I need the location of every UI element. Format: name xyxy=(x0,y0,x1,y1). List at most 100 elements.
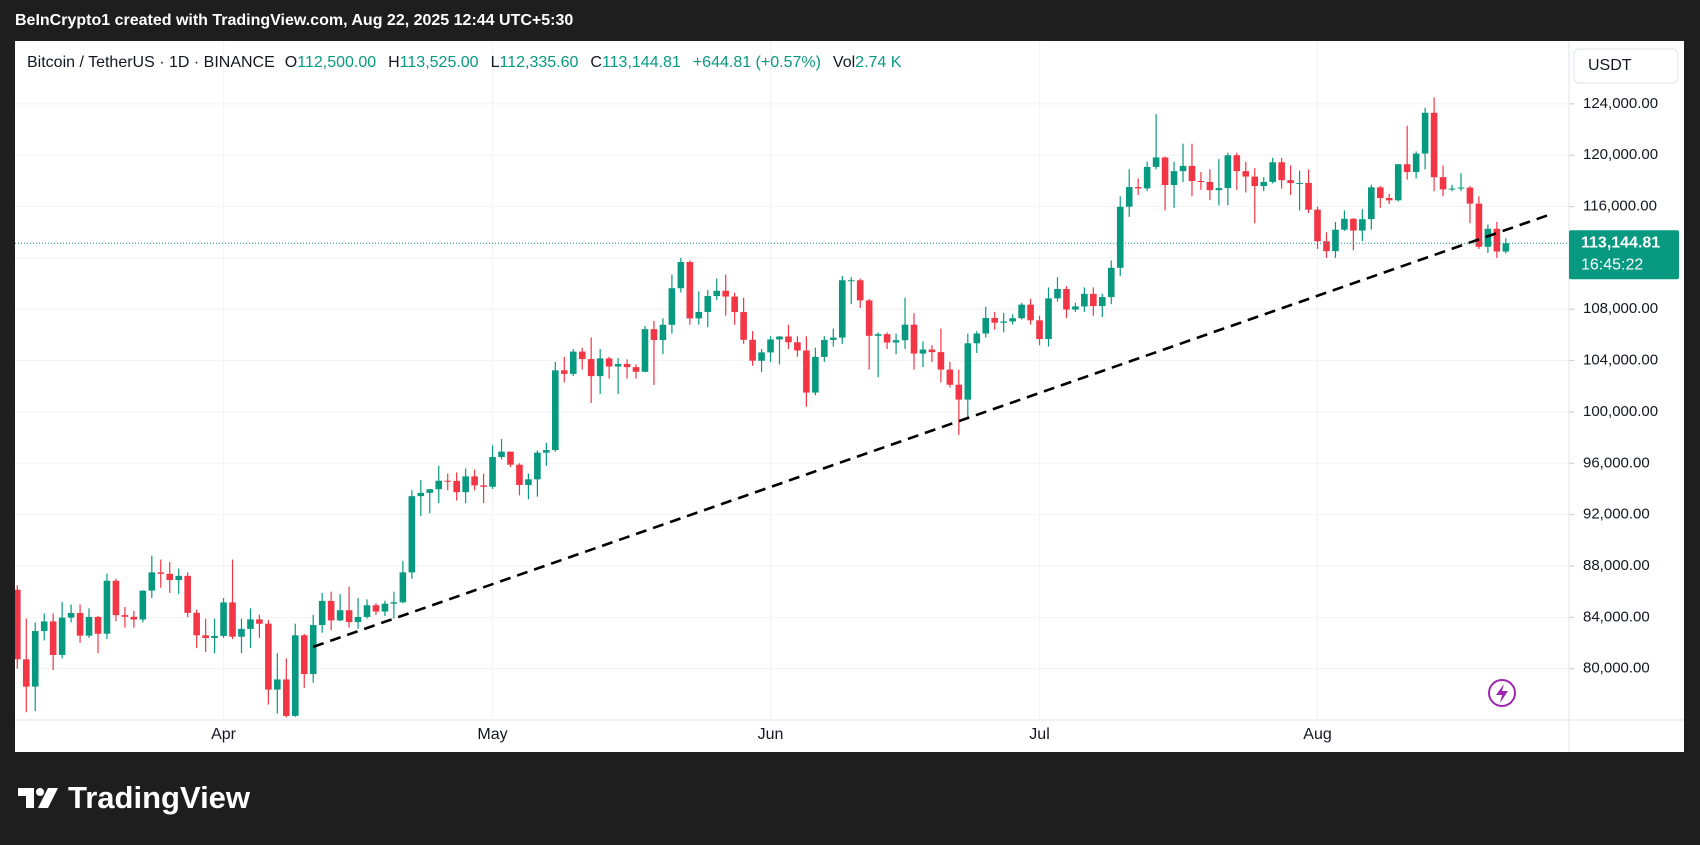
candle-body xyxy=(1143,166,1151,189)
candle-body xyxy=(85,616,93,636)
candle-body xyxy=(139,590,147,620)
candle-body xyxy=(1269,162,1276,182)
candle-body xyxy=(49,621,57,655)
candle-body xyxy=(1000,321,1007,323)
field-key: H xyxy=(388,54,400,71)
candle-body xyxy=(274,679,281,690)
candle-body xyxy=(964,343,972,400)
candle-body xyxy=(238,628,245,637)
candle-body xyxy=(1421,112,1429,154)
candle-body xyxy=(157,572,165,574)
candle-body xyxy=(937,352,945,370)
candle-body xyxy=(946,369,954,385)
candle-body xyxy=(758,352,765,361)
candle-body xyxy=(1027,304,1034,321)
candle-body xyxy=(740,312,747,340)
candle-body xyxy=(1134,187,1142,189)
candle-body xyxy=(1188,165,1196,182)
brand-logo xyxy=(18,788,58,808)
grid xyxy=(15,41,1569,720)
candle-body xyxy=(1197,181,1205,183)
candle-body xyxy=(623,363,631,368)
candle-body xyxy=(22,659,30,687)
candle-body xyxy=(381,603,389,612)
currency-button[interactable] xyxy=(1573,48,1679,84)
candle-body xyxy=(426,489,434,493)
y-tick-label: 80,000.00 xyxy=(1583,660,1650,677)
field-value: 113,144.81 xyxy=(601,54,681,71)
candle-body xyxy=(1376,187,1384,198)
x-tick-label: Apr xyxy=(211,726,237,743)
candle-body xyxy=(919,349,927,354)
candle-body xyxy=(1394,164,1402,201)
candle-body xyxy=(444,480,452,482)
candle-body xyxy=(552,370,559,451)
candle-body xyxy=(776,336,783,340)
candle-body xyxy=(130,616,138,620)
candle-body xyxy=(677,262,685,289)
candle-body xyxy=(1350,218,1357,231)
candle-body xyxy=(1430,112,1438,178)
y-tick-label: 108,000.00 xyxy=(1583,300,1658,317)
alert-icon[interactable] xyxy=(1488,679,1516,707)
candle-body xyxy=(1251,176,1259,187)
candle-body xyxy=(363,605,371,617)
field-key: L xyxy=(490,54,500,71)
y-tick-label: 88,000.00 xyxy=(1583,557,1650,574)
candle-body xyxy=(1081,293,1088,307)
countdown-label: 16:45:22 xyxy=(1581,256,1643,273)
candle-body xyxy=(408,496,416,573)
vol-key: Vol xyxy=(832,54,856,71)
candle-body xyxy=(596,358,604,377)
candle-body xyxy=(193,612,200,636)
symbol: Bitcoin / TetherUS · 1D · BINANCE xyxy=(27,54,275,71)
y-tick-label: 84,000.00 xyxy=(1583,608,1650,625)
candle-body xyxy=(1072,306,1079,310)
field-value: 112,500.00 xyxy=(297,54,377,71)
candle-body xyxy=(399,572,407,603)
candle-body xyxy=(910,324,918,354)
candle-body xyxy=(695,311,703,319)
candle-body xyxy=(1063,288,1070,310)
candle-body xyxy=(659,324,667,341)
y-tick-label: 124,000.00 xyxy=(1583,95,1658,112)
change: +644.81 (+0.57%) xyxy=(692,54,821,71)
brand-name: TradingView xyxy=(68,780,251,815)
y-tick-label: 96,000.00 xyxy=(1583,454,1650,471)
candle-body xyxy=(892,340,900,343)
candle-body xyxy=(560,370,568,374)
candle-body xyxy=(713,290,721,297)
candle-body xyxy=(928,349,936,353)
candle-body xyxy=(31,631,39,687)
candle-body xyxy=(471,476,478,486)
x-tick-label: Jul xyxy=(1029,726,1049,743)
candle-body xyxy=(1260,181,1268,187)
x-tick-label: Jun xyxy=(758,726,784,743)
candle-body xyxy=(525,479,532,485)
candle-body xyxy=(498,451,505,457)
candle-body xyxy=(1116,206,1124,268)
x-tick-label: May xyxy=(477,726,507,743)
candle-body xyxy=(668,288,676,325)
candle-body xyxy=(1099,297,1106,307)
candle-body xyxy=(1368,187,1375,220)
candle-body xyxy=(489,456,496,487)
candle-body xyxy=(1278,162,1285,181)
currency-label[interactable]: USDT xyxy=(1588,57,1632,74)
candle-body xyxy=(543,450,550,453)
candle-body xyxy=(534,452,541,480)
candle-body xyxy=(1179,165,1187,172)
candle-body xyxy=(1439,177,1447,190)
alert-bolt xyxy=(1496,684,1508,703)
candle-body xyxy=(856,280,864,301)
candle-body xyxy=(641,329,649,372)
watermark: BeInCrypto1 created with TradingView.com… xyxy=(15,12,574,29)
candle-body xyxy=(202,635,209,638)
field-value: 113,525.00 xyxy=(399,54,479,71)
candle-body xyxy=(1305,182,1312,210)
candle-body xyxy=(1502,243,1510,252)
field-value: 112,335.60 xyxy=(499,54,579,71)
candle-body xyxy=(1224,155,1232,189)
candle-body xyxy=(865,300,873,336)
